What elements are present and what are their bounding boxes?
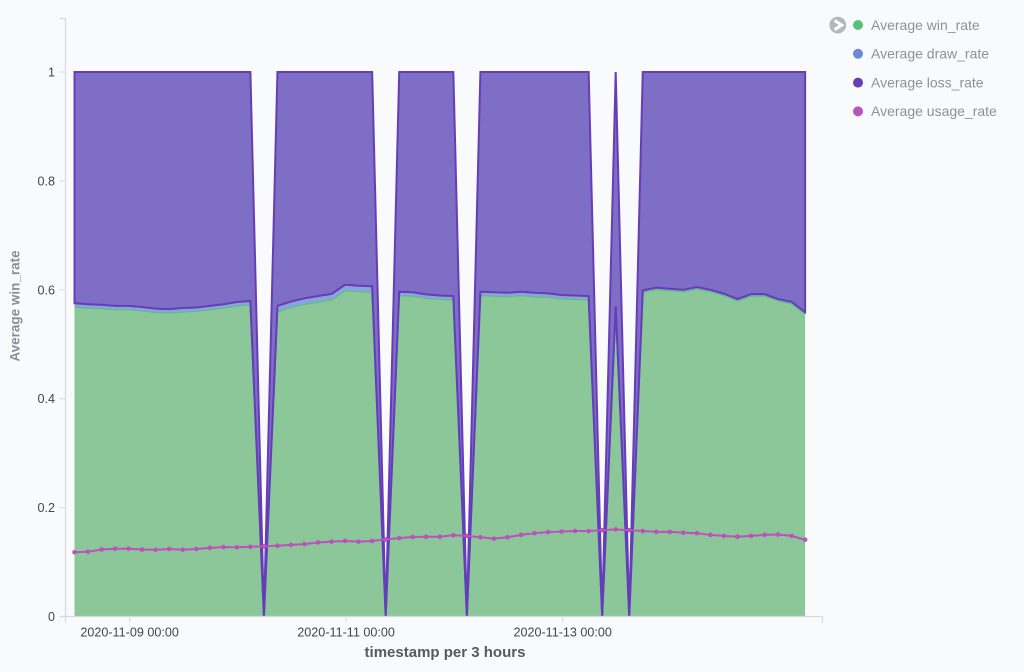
svg-text:Average usage_rate: Average usage_rate [871,103,997,119]
svg-text:2020-11-13 00:00: 2020-11-13 00:00 [513,626,612,640]
svg-text:2020-11-11 00:00: 2020-11-11 00:00 [297,626,395,640]
svg-text:Average draw_rate: Average draw_rate [871,46,989,62]
svg-text:Average win_rate: Average win_rate [871,17,980,33]
svg-text:0.2: 0.2 [37,501,55,515]
svg-text:1: 1 [48,66,55,80]
svg-text:Average win_rate: Average win_rate [8,250,23,362]
svg-text:0.8: 0.8 [37,174,55,188]
svg-text:0: 0 [48,610,55,624]
svg-text:0.4: 0.4 [37,392,55,406]
svg-text:timestamp per 3 hours: timestamp per 3 hours [365,644,526,661]
svg-text:Average loss_rate: Average loss_rate [871,74,984,90]
svg-text:0.6: 0.6 [37,283,55,297]
svg-text:2020-11-09 00:00: 2020-11-09 00:00 [80,626,179,640]
